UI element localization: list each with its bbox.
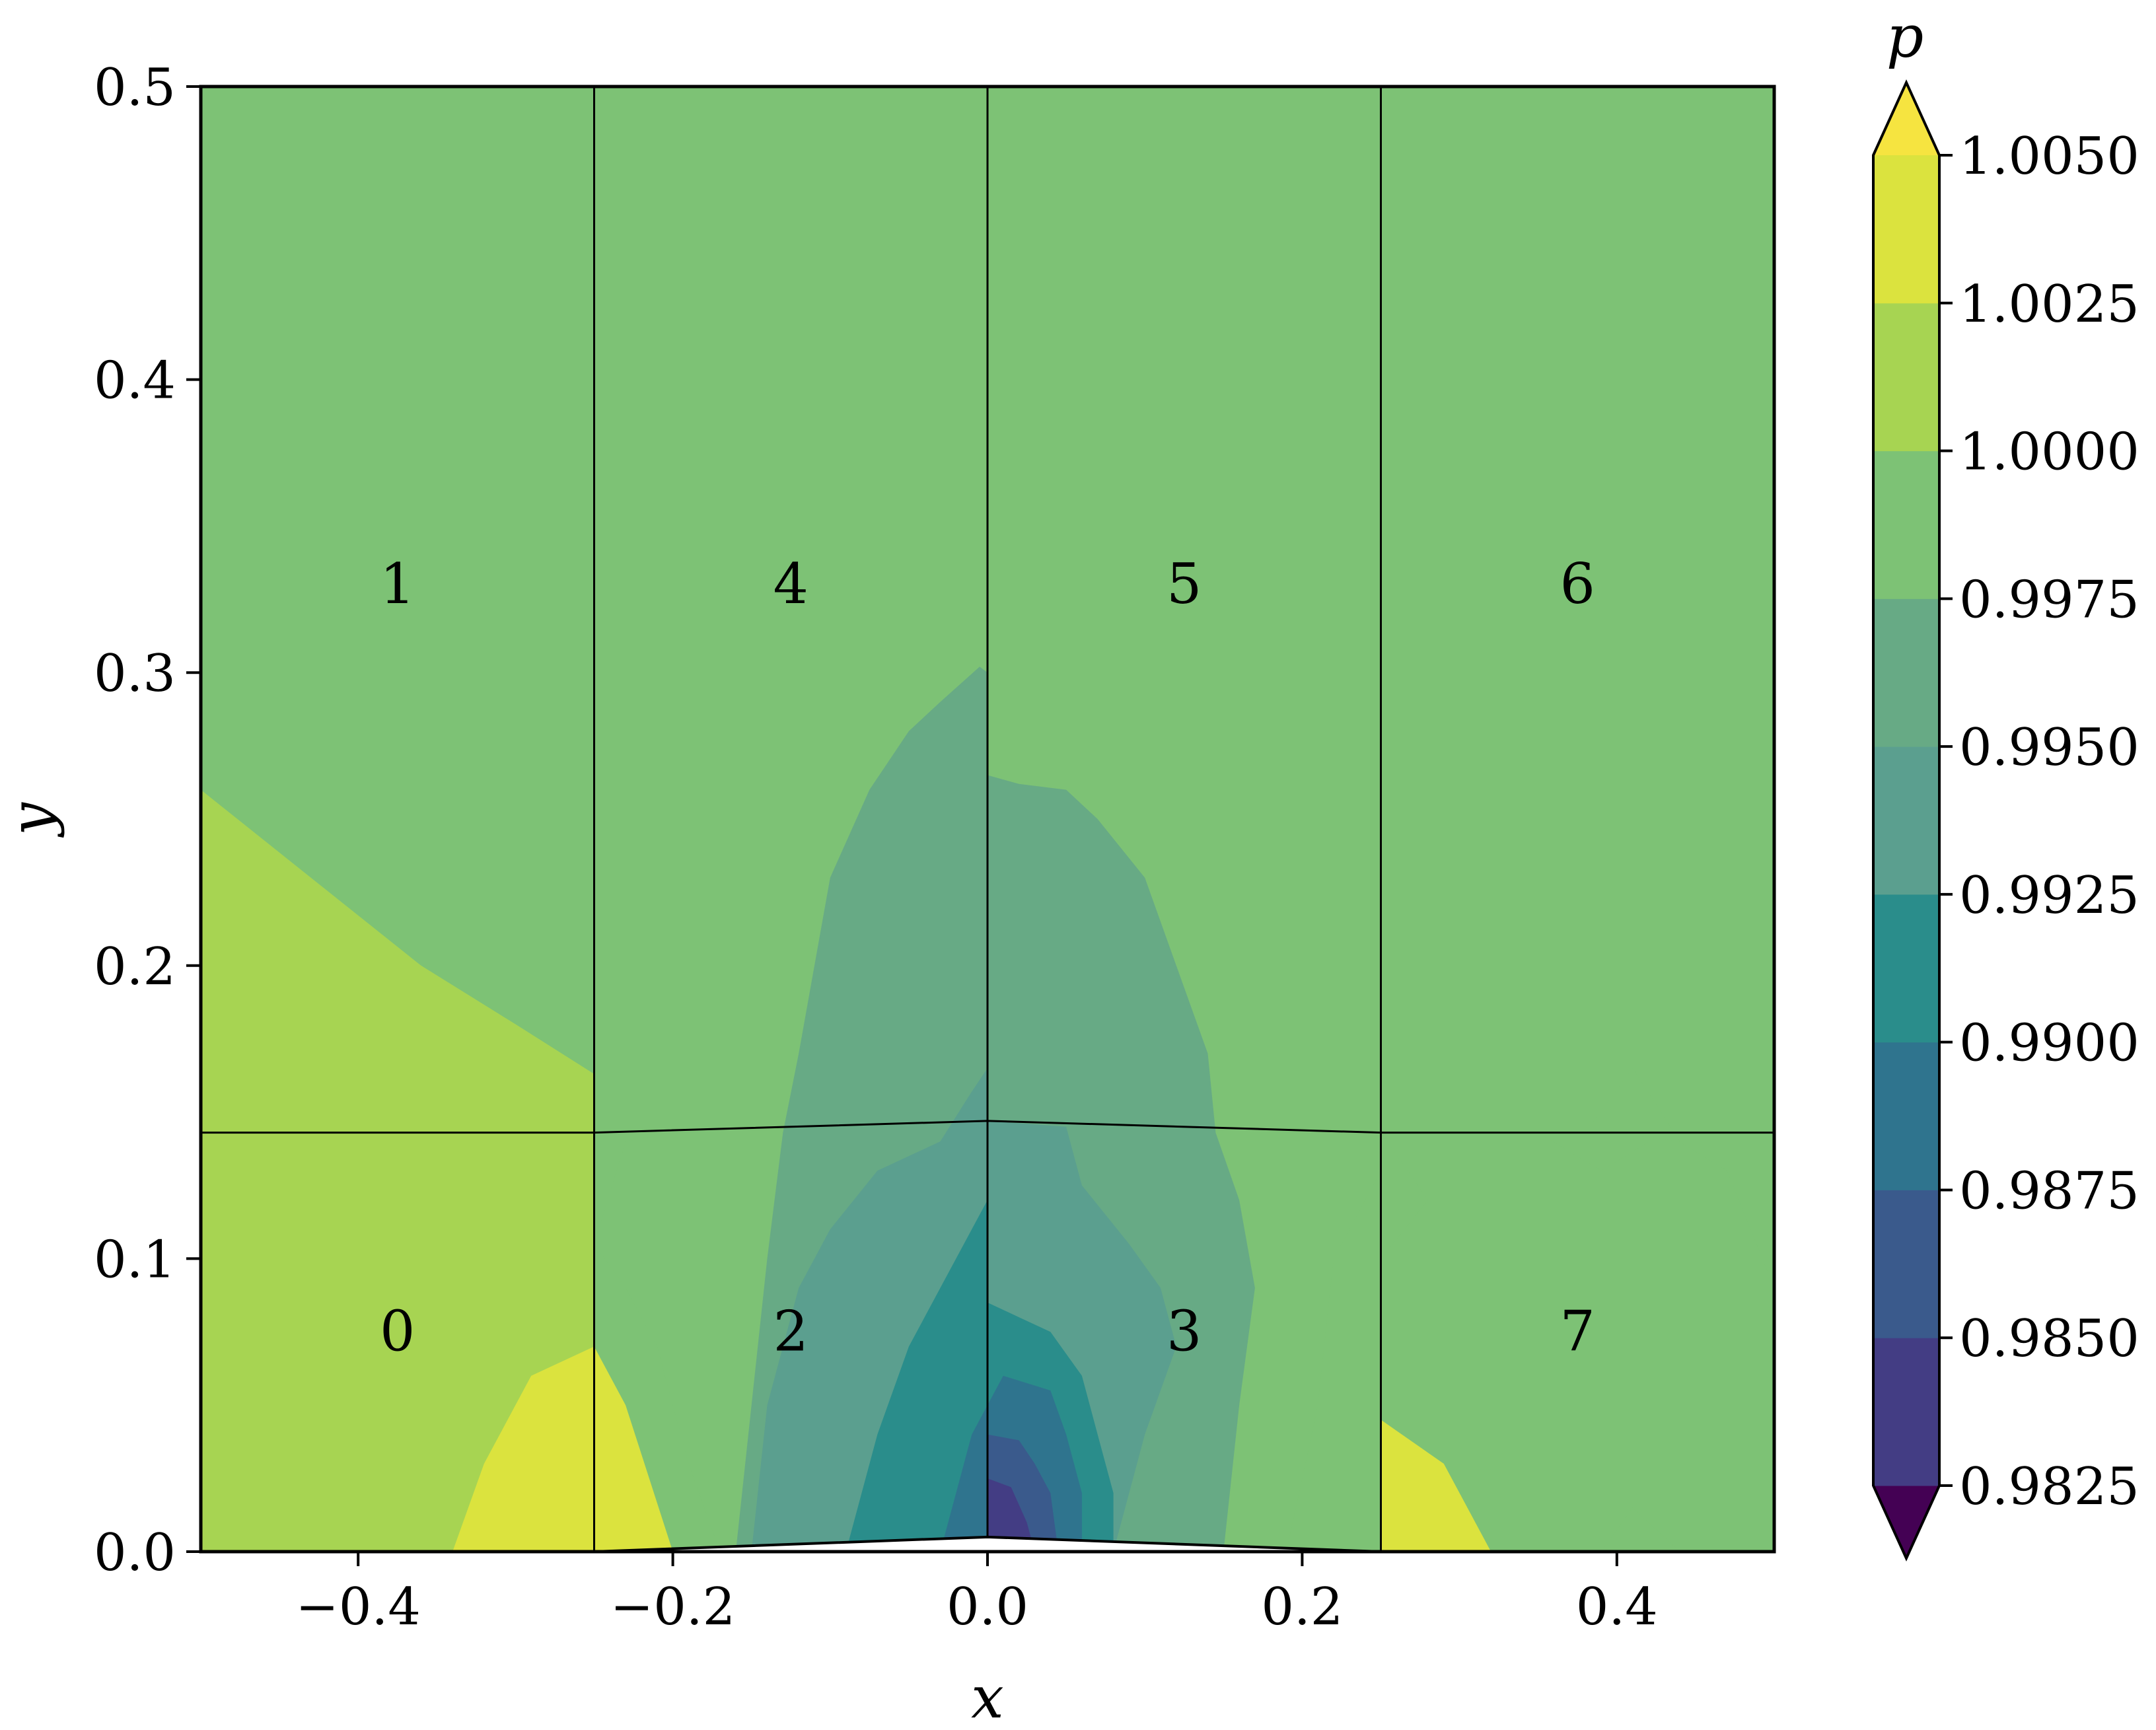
colorbar-band bbox=[1873, 155, 1939, 304]
y-tick-label: 0.5 bbox=[94, 58, 176, 118]
contour-region bbox=[201, 789, 594, 1133]
x-tick-label: −0.4 bbox=[295, 1577, 420, 1637]
y-tick-label: 0.2 bbox=[94, 937, 176, 997]
x-axis-label: x bbox=[971, 1663, 1004, 1730]
block-boundaries bbox=[201, 87, 1774, 1552]
colorbar-band bbox=[1873, 303, 1939, 452]
colorbar-tick-label: 0.9925 bbox=[1959, 866, 2139, 925]
block-labels: 0 1 2 3 4 5 6 7 bbox=[380, 552, 1595, 1363]
colorbar-tick-label: 1.0000 bbox=[1959, 423, 2139, 482]
colorbar-tick-label: 0.9850 bbox=[1959, 1309, 2139, 1369]
block-label: 0 bbox=[380, 1299, 415, 1363]
contour-fills bbox=[201, 667, 1774, 1552]
y-tick-label: 0.4 bbox=[94, 351, 176, 411]
block-label: 4 bbox=[773, 552, 808, 616]
y-tick-label: 0.3 bbox=[94, 644, 176, 703]
colorbar-tick-label: 0.9825 bbox=[1959, 1457, 2139, 1517]
contour-region bbox=[594, 1434, 641, 1552]
x-tick-label: 0.0 bbox=[947, 1577, 1028, 1637]
contour-region bbox=[1381, 1420, 1491, 1552]
colorbar-band bbox=[1873, 598, 1939, 747]
y-axis: 0.0 0.1 0.2 0.3 0.4 0.5 bbox=[94, 58, 201, 1583]
colorbar-band bbox=[1873, 1042, 1939, 1190]
block-label: 7 bbox=[1560, 1299, 1595, 1363]
colorbar-under-extension bbox=[1873, 1486, 1939, 1558]
colorbar-tick-label: 0.9900 bbox=[1959, 1014, 2139, 1073]
x-tick-label: 0.2 bbox=[1261, 1577, 1343, 1637]
colorbar-tick-label: 0.9875 bbox=[1959, 1161, 2139, 1221]
block-label: 5 bbox=[1167, 552, 1202, 616]
y-tick-label: 0.0 bbox=[94, 1523, 176, 1583]
colorbar-tick-label: 0.9975 bbox=[1959, 570, 2139, 630]
contour-region bbox=[1381, 1132, 1774, 1288]
y-tick-label: 0.1 bbox=[94, 1230, 176, 1289]
plot-area: 0 1 2 3 4 5 6 7 bbox=[199, 85, 1776, 1554]
block-label: 1 bbox=[380, 552, 415, 616]
colorbar-band bbox=[1873, 451, 1939, 599]
colorbar-tick-label: 1.0025 bbox=[1959, 275, 2139, 334]
contour-region bbox=[988, 1478, 1035, 1552]
colorbar-tick-label: 1.0050 bbox=[1959, 127, 2139, 186]
contour-region bbox=[1585, 1068, 1680, 1141]
contour-region bbox=[1601, 1507, 1680, 1552]
colorbar-band bbox=[1873, 894, 1939, 1043]
contour-region bbox=[1381, 1132, 1428, 1259]
colorbar-band bbox=[1873, 1190, 1939, 1338]
colorbar-band bbox=[1873, 1338, 1939, 1486]
colorbar-label: p bbox=[1886, 3, 1923, 71]
colorbar-band bbox=[1873, 746, 1939, 895]
colorbar-tick-label: 0.9950 bbox=[1959, 718, 2139, 777]
x-axis: −0.4 −0.2 0.0 0.2 0.4 bbox=[295, 1552, 1658, 1637]
y-axis-label: y bbox=[0, 802, 65, 838]
block-label: 3 bbox=[1167, 1299, 1202, 1363]
x-tick-label: −0.2 bbox=[610, 1577, 735, 1637]
x-tick-label: 0.4 bbox=[1576, 1577, 1658, 1637]
colorbar: 0.9825 0.9850 0.9875 0.9900 0.9925 0.9950 0.99… bbox=[1872, 79, 2139, 1562]
block-label: 6 bbox=[1560, 552, 1595, 616]
block-label: 2 bbox=[773, 1299, 808, 1363]
colorbar-over-extension bbox=[1873, 83, 1939, 155]
